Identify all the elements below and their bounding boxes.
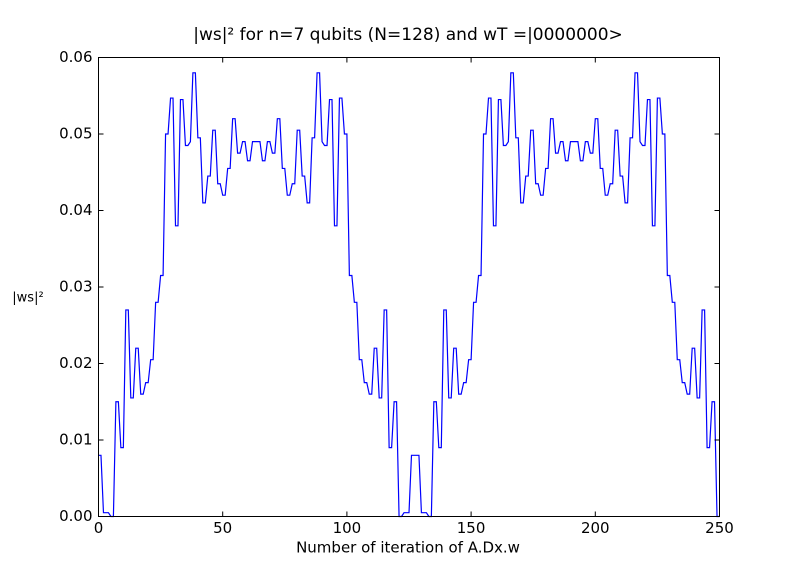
x-tick-label: 0	[94, 519, 104, 537]
plot-area	[98, 72, 720, 518]
x-tick-label: 200	[581, 519, 610, 537]
y-tick-label: 0.02	[59, 354, 92, 372]
y-axis-label: |ws|²	[12, 291, 43, 306]
x-tick-label: 100	[333, 519, 362, 537]
y-tick-label: 0.03	[59, 278, 92, 296]
x-tick-label: 50	[213, 519, 232, 537]
y-tick-label: 0.06	[59, 48, 92, 66]
data-line	[98, 72, 720, 518]
x-tick-label: 250	[705, 519, 734, 537]
y-tick-label: 0.05	[59, 125, 92, 143]
chart-title: |ws|² for n=7 qubits (N=128) and wT =|00…	[193, 25, 623, 45]
y-tick-label: 0.04	[59, 201, 92, 219]
x-axis-label: Number of iteration of A.Dx.w	[296, 539, 520, 557]
y-tick-label: 0.01	[59, 431, 92, 449]
x-tick-label: 150	[457, 519, 486, 537]
y-tick-label: 0.00	[59, 507, 92, 525]
